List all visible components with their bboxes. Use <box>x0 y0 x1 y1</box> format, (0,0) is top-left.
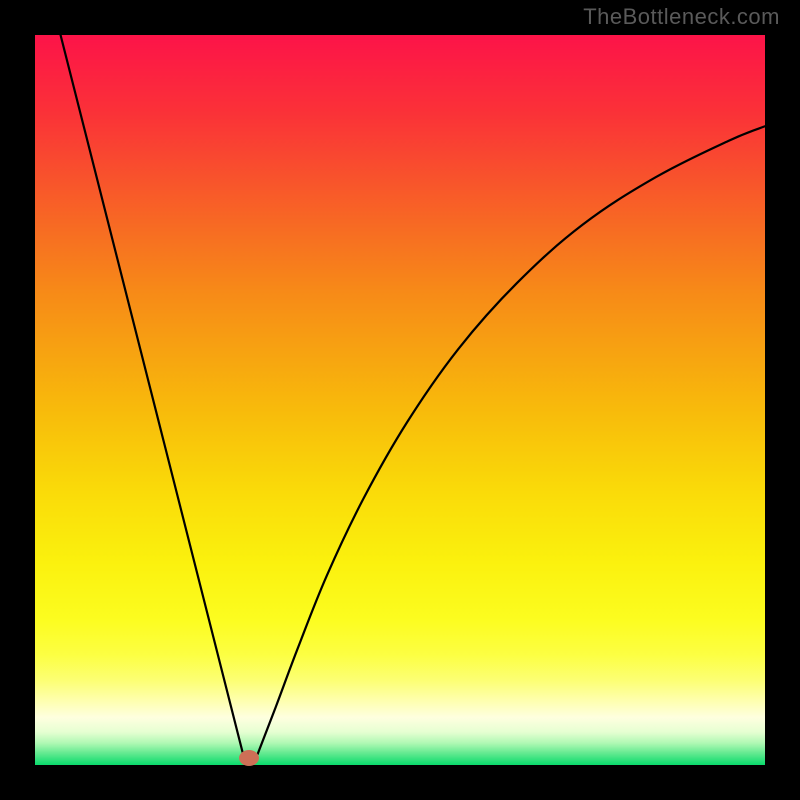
chart-plot-area <box>35 35 765 765</box>
bottleneck-curve <box>35 35 765 765</box>
watermark-text: TheBottleneck.com <box>583 4 780 30</box>
curve-path <box>61 35 765 754</box>
optimal-point-marker <box>239 750 259 766</box>
